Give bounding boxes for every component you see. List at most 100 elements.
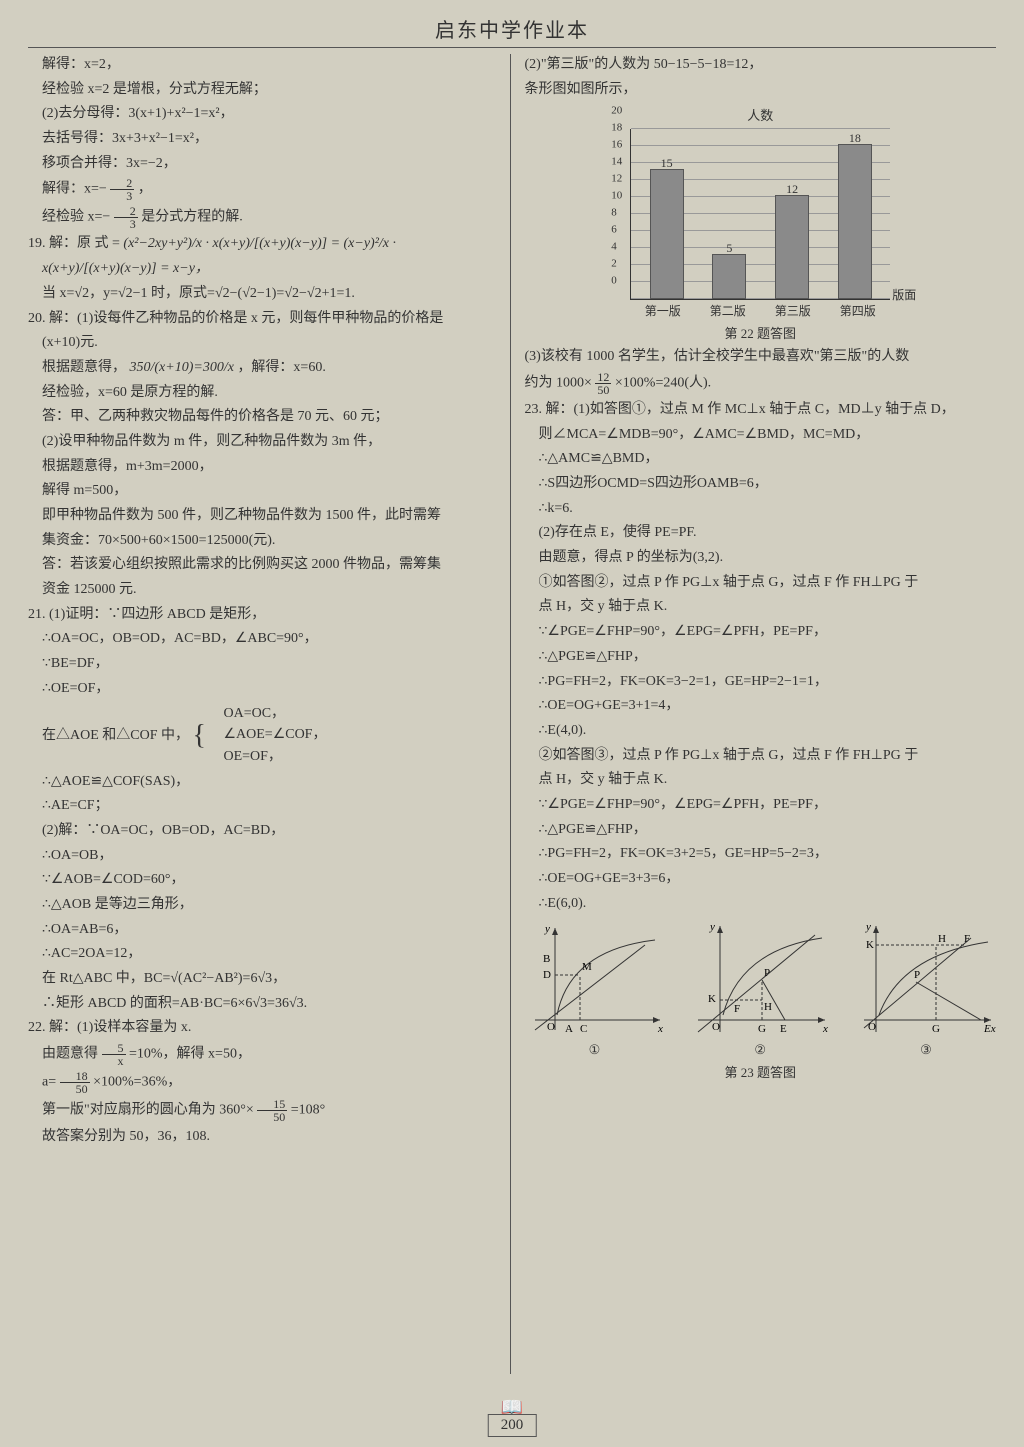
diagram-label: ② — [690, 1040, 830, 1060]
svg-text:H: H — [938, 933, 946, 945]
y-tick: 4 — [611, 239, 617, 256]
y-tick: 6 — [611, 222, 617, 239]
page-title: 启东中学作业本 — [28, 14, 996, 48]
x-label: 第一版 — [645, 302, 681, 321]
text: 19. 解：原 式 = (x²−2xy+y²)/x · x(x+y)/[(x+y… — [28, 233, 500, 255]
y-tick: 18 — [611, 120, 622, 137]
text: (2)存在点 E，使得 PE=PF. — [525, 522, 997, 544]
t: =108° — [291, 1103, 326, 1118]
text: ②如答图③，过点 P 作 PG⊥x 轴于点 G，过点 F 作 FH⊥PG 于 — [525, 745, 997, 767]
text: 在 Rt△ABC 中，BC=√(AC²−AB²)=6√3， — [28, 968, 500, 990]
text: 解得：x=− 23 ， — [28, 177, 500, 202]
text: ∴△PGE≌△FHP， — [525, 646, 997, 668]
text: ①如答图②，过点 P 作 PG⊥x 轴于点 G，过点 F 作 FH⊥PG 于 — [525, 572, 997, 594]
text: ∵∠PGE=∠FHP=90°，∠EPG=∠PFH，PE=PF， — [525, 794, 997, 816]
text: 资金 125000 元. — [28, 579, 500, 601]
text: 条形图如图所示， — [525, 79, 997, 101]
bar: 5 — [712, 254, 746, 299]
t: 根据题意得， — [42, 360, 126, 375]
bar-value: 12 — [786, 180, 798, 199]
text: 由题意得 5x =10%，解得 x=50， — [28, 1042, 500, 1067]
den: x — [102, 1055, 126, 1067]
text: ∴S四边形OCMD=S四边形OAMB=6， — [525, 473, 997, 495]
text: 由题意，得点 P 的坐标为(3,2). — [525, 547, 997, 569]
svg-text:O: O — [868, 1021, 876, 1033]
svg-text:O: O — [712, 1021, 720, 1033]
text: 经检验 x=− 23 是分式方程的解. — [28, 205, 500, 230]
fraction: 1550 — [257, 1098, 287, 1123]
bar-value: 5 — [726, 239, 732, 258]
den: 3 — [110, 190, 134, 202]
svg-text:A: A — [565, 1023, 573, 1035]
page-footer: 📖 200 — [488, 1398, 537, 1437]
den: 50 — [595, 384, 611, 396]
t: 是分式方程的解. — [141, 210, 243, 225]
t: 由题意得 — [42, 1047, 102, 1062]
svg-text:K: K — [708, 993, 716, 1005]
y-tick: 0 — [611, 273, 617, 290]
text: ∴AE=CF； — [28, 795, 500, 817]
x-label: 第四版 — [840, 302, 876, 321]
fraction: 23 — [114, 205, 138, 230]
svg-text:y: y — [865, 921, 871, 933]
svg-text:x: x — [657, 1023, 663, 1035]
diagrams-caption: 第 23 题答图 — [525, 1063, 997, 1083]
svg-text:P: P — [914, 969, 920, 981]
svg-text:P: P — [764, 967, 770, 979]
text: ∴AC=2OA=12， — [28, 943, 500, 965]
text: ∵∠PGE=∠FHP=90°，∠EPG=∠PFH，PE=PF， — [525, 621, 997, 643]
left-column: 解得：x=2， 经检验 x=2 是增根，分式方程无解； (2)去分母得：3(x+… — [28, 54, 511, 1374]
text: 根据题意得，m+3m=2000， — [28, 456, 500, 478]
svg-text:M: M — [582, 961, 592, 973]
t: 第一版"对应扇形的圆心角为 360°× — [42, 1103, 254, 1118]
text: 23. 解：(1)如答图①，过点 M 作 MC⊥x 轴于点 C，MD⊥y 轴于点… — [525, 399, 997, 421]
y-tick: 16 — [611, 137, 622, 154]
text: 故答案分别为 50，36，108. — [28, 1126, 500, 1148]
y-tick: 14 — [611, 154, 622, 171]
text: 点 H，交 y 轴于点 K. — [525, 769, 997, 791]
bar: 18 — [838, 144, 872, 299]
text: (x+10)元. — [28, 332, 500, 354]
text: ∴OE=OG+GE=3+1=4， — [525, 695, 997, 717]
y-tick: 20 — [611, 103, 622, 120]
text: 答：甲、乙两种救灾物品每件的价格各是 70 元、60 元； — [28, 406, 500, 428]
text: ∴△AOB 是等边三角形， — [28, 894, 500, 916]
text: 根据题意得， 350/(x+10)=300/x ，解得：x=60. — [28, 357, 500, 379]
text: ∴OE=OG+GE=3+3=6， — [525, 868, 997, 890]
num: 12 — [595, 371, 611, 384]
diagram-1: x y B D M O A C ① — [525, 920, 665, 1060]
diagram-3-svg: Ex y O K H F P G — [856, 920, 996, 1040]
y-tick: 10 — [611, 188, 622, 205]
t: 约为 1000× — [525, 376, 592, 391]
page: 启东中学作业本 解得：x=2， 经检验 x=2 是增根，分式方程无解； (2)去… — [0, 0, 1024, 1447]
text: ∴PG=FH=2，FK=OK=3−2=1，GE=HP=2−1=1， — [525, 671, 997, 693]
text: (3)该校有 1000 名学生，估计全校学生中最喜欢"第三版"的人数 — [525, 346, 997, 368]
text: 解得：x=2， — [28, 54, 500, 76]
svg-text:F: F — [734, 1003, 740, 1015]
y-tick: 12 — [611, 171, 622, 188]
text: ∴OE=OF， — [28, 678, 500, 700]
text: 则∠MCA=∠MDB=90°，∠AMC=∠BMD，MC=MD， — [525, 424, 997, 446]
text: (2)设甲种物品件数为 m 件，则乙种物品件数为 3m 件， — [28, 431, 500, 453]
text: ∴OA=OC，OB=OD，AC=BD，∠ABC=90°， — [28, 628, 500, 650]
y-tick: 2 — [611, 256, 617, 273]
text: 经检验，x=60 是原方程的解. — [28, 382, 500, 404]
text: ∵BE=DF， — [28, 653, 500, 675]
text: 在△AOE 和△COF 中， { OA=OC， ∠AOE=∠COF， OE=OF… — [28, 703, 500, 768]
svg-text:y: y — [544, 923, 550, 935]
text: 21. (1)证明：∵四边形 ABCD 是矩形， — [28, 604, 500, 626]
t: ，解得：x=60. — [237, 360, 325, 375]
y-tick: 8 — [611, 205, 617, 222]
diagram-3: Ex y O K H F P G ③ — [856, 920, 996, 1060]
bar-chart: 人数 版面 024681012141618201551218 第一版第二版第三版… — [630, 106, 890, 344]
svg-text:x: x — [822, 1023, 828, 1035]
svg-text:E: E — [780, 1023, 787, 1035]
svg-text:B: B — [543, 953, 550, 965]
svg-text:Ex: Ex — [983, 1023, 996, 1035]
chart-x-title: 版面 — [892, 286, 916, 305]
answer-diagrams: x y B D M O A C ① — [525, 920, 997, 1060]
text: ∴k=6. — [525, 498, 997, 520]
text: ∴PG=FH=2，FK=OK=3+2=5，GE=HP=5−2=3， — [525, 843, 997, 865]
t: ∠AOE=∠COF， — [209, 724, 326, 746]
t: ×100%=36%， — [93, 1075, 181, 1090]
